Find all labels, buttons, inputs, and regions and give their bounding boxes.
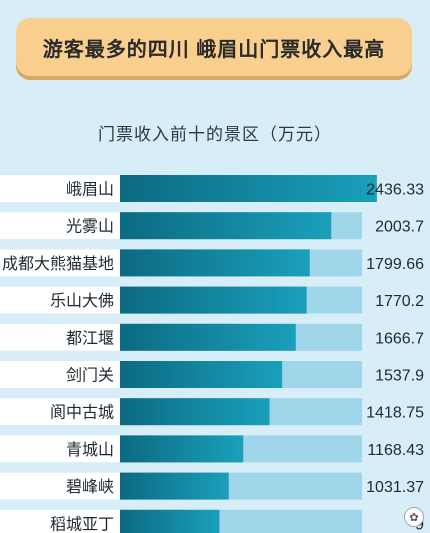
category-label: 乐山大佛 bbox=[50, 291, 114, 310]
bar-6 bbox=[120, 398, 270, 426]
category-label: 峨眉山 bbox=[66, 180, 114, 199]
bar-8 bbox=[120, 472, 229, 500]
category-label: 碧峰峡 bbox=[66, 477, 114, 496]
title-banner: 游客最多的四川 峨眉山门票收入最高 bbox=[16, 18, 412, 76]
value-label: 1168.43 bbox=[367, 442, 424, 459]
category-label: 青城山 bbox=[66, 440, 114, 459]
category-label-bg bbox=[0, 398, 120, 426]
category-label-bg bbox=[0, 435, 120, 463]
chart-title: 门票收入前十的景区（万元） bbox=[98, 125, 332, 144]
category-label-bg bbox=[0, 472, 120, 500]
category-label-bg bbox=[0, 212, 120, 240]
category-label-bg bbox=[0, 509, 120, 533]
category-label-bg bbox=[0, 249, 120, 277]
category-label: 阆中古城 bbox=[50, 403, 114, 422]
category-label: 成都大熊猫基地 bbox=[2, 254, 114, 273]
category-label: 都江堰 bbox=[66, 328, 114, 347]
category-label: 稻城亚丁 bbox=[50, 514, 114, 533]
value-label: 2436.33 bbox=[366, 182, 424, 199]
wechat-icon: ✿ bbox=[404, 507, 424, 527]
category-label: 剑门关 bbox=[66, 366, 114, 385]
bar-2 bbox=[120, 249, 310, 277]
value-label: 1537.9 bbox=[375, 368, 424, 385]
watermark: ✿ bbox=[404, 507, 424, 527]
category-label-bg bbox=[0, 361, 120, 388]
bar-7 bbox=[120, 435, 244, 463]
value-label: 1799.66 bbox=[366, 256, 424, 273]
bar-4 bbox=[120, 323, 296, 351]
bar-3 bbox=[120, 286, 307, 314]
bar-1 bbox=[120, 212, 332, 240]
category-label-bg bbox=[0, 286, 120, 314]
category-label-bg bbox=[0, 323, 120, 351]
banner-title: 游客最多的四川 峨眉山门票收入最高 bbox=[42, 38, 386, 61]
value-label: 1770.2 bbox=[375, 293, 424, 310]
bar-0 bbox=[120, 175, 377, 202]
category-label-bg bbox=[0, 175, 120, 202]
bar-9 bbox=[120, 509, 220, 533]
value-label: 2003.7 bbox=[375, 219, 424, 236]
value-label: 1031.37 bbox=[366, 479, 424, 496]
value-label: 1418.75 bbox=[366, 405, 424, 422]
bar-5 bbox=[120, 361, 283, 388]
category-label: 光雾山 bbox=[66, 217, 114, 236]
value-label: 1666.7 bbox=[375, 330, 424, 347]
